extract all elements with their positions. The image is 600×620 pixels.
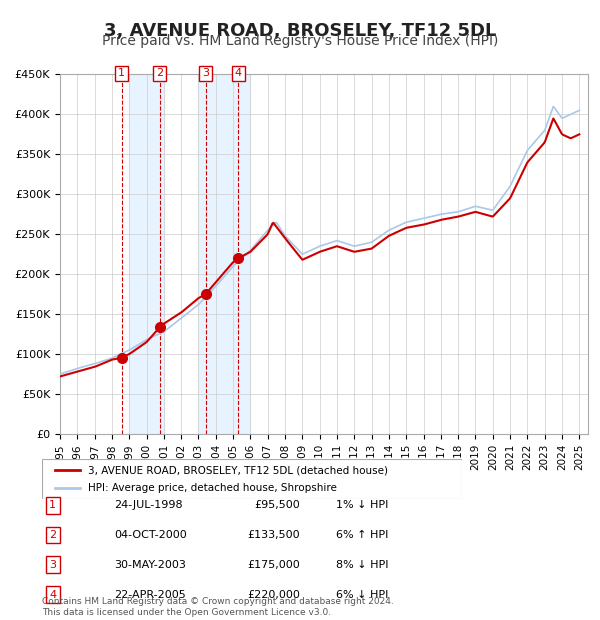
Text: 6% ↑ HPI: 6% ↑ HPI [336,530,388,540]
Text: £175,000: £175,000 [247,560,300,570]
Text: 6% ↓ HPI: 6% ↓ HPI [336,590,388,600]
Text: 4: 4 [49,590,56,600]
Text: 1% ↓ HPI: 1% ↓ HPI [336,500,388,510]
FancyBboxPatch shape [42,459,462,499]
Text: 1: 1 [118,68,125,78]
Text: £95,500: £95,500 [254,500,300,510]
Text: HPI: Average price, detached house, Shropshire: HPI: Average price, detached house, Shro… [88,483,337,493]
Bar [129,74,164,434]
Text: £220,000: £220,000 [247,590,300,600]
Text: 04-OCT-2000: 04-OCT-2000 [114,530,187,540]
Text: 24-JUL-1998: 24-JUL-1998 [114,500,182,510]
Text: 2: 2 [156,68,163,78]
Text: 3: 3 [202,68,209,78]
Text: 22-APR-2005: 22-APR-2005 [114,590,186,600]
Text: 8% ↓ HPI: 8% ↓ HPI [336,560,389,570]
Text: 4: 4 [235,68,242,78]
Text: 1: 1 [49,500,56,510]
Text: 30-MAY-2003: 30-MAY-2003 [114,560,186,570]
Text: Price paid vs. HM Land Registry's House Price Index (HPI): Price paid vs. HM Land Registry's House … [102,34,498,48]
Text: £133,500: £133,500 [247,530,300,540]
Bar [199,74,250,434]
Text: 3: 3 [49,560,56,570]
Text: 3, AVENUE ROAD, BROSELEY, TF12 5DL: 3, AVENUE ROAD, BROSELEY, TF12 5DL [104,22,496,40]
Text: 3, AVENUE ROAD, BROSELEY, TF12 5DL (detached house): 3, AVENUE ROAD, BROSELEY, TF12 5DL (deta… [88,465,388,475]
Text: 2: 2 [49,530,56,540]
Text: Contains HM Land Registry data © Crown copyright and database right 2024.
This d: Contains HM Land Registry data © Crown c… [42,598,394,617]
